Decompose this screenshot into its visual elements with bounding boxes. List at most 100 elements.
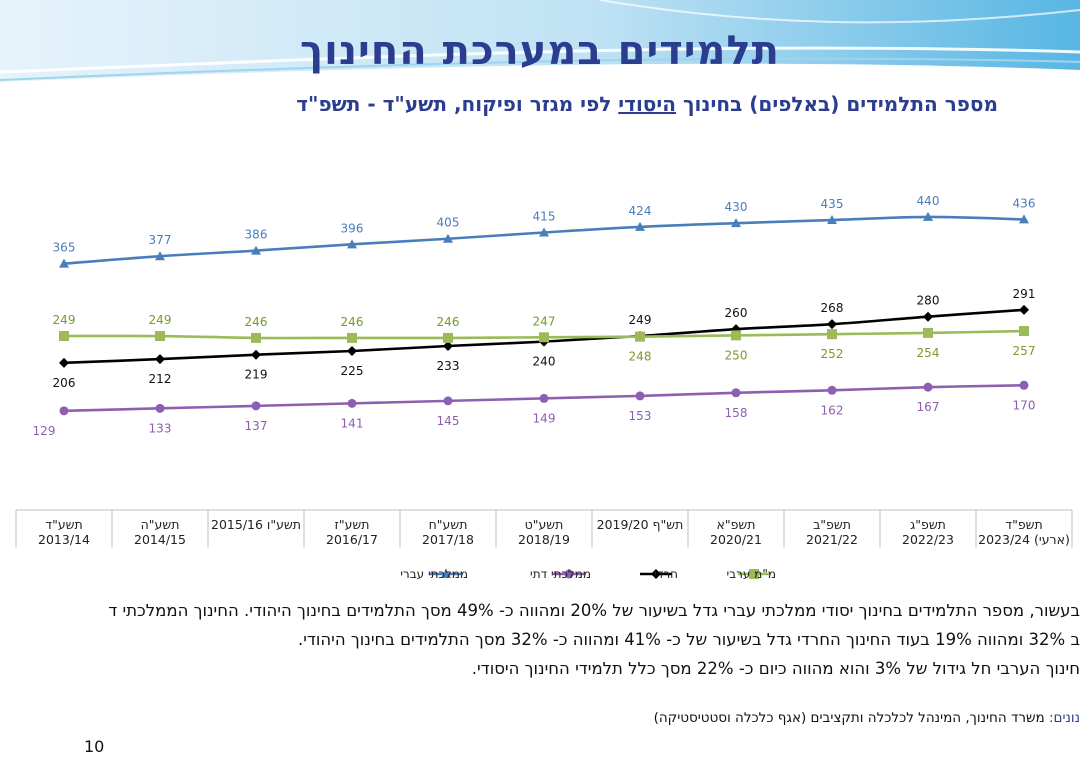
page-number: 10 [84,737,105,756]
notes-block: בעשור, מספר התלמידים בחינוך יסודי ממלכתי… [0,596,1080,683]
x-tick-label-2: תשע"ו 2015/16 [211,517,301,532]
series-0-point-8 [827,215,837,225]
series-2-value-label-7: 260 [725,306,748,320]
series-3-value-label-8: 252 [821,347,844,361]
series-1-point-6 [635,391,645,401]
legend-marker-3 [749,569,759,579]
series-3-point-4 [443,332,453,343]
series-1-value-label-4: 145 [437,414,460,428]
series-3-value-label-0: 249 [53,313,76,327]
series-3-point-0 [59,331,69,342]
legend-label-3: מ"מ ערבי [726,567,776,581]
source-text: משרד החינוך, המינהל לכלכלה ותקציבים (אגף… [653,710,1049,726]
series-1-value-label-6: 153 [629,409,652,423]
series-3-point-6 [635,331,645,342]
series-0-value-label-7: 430 [725,200,748,214]
series-1-point-8 [827,385,837,395]
x-tick-label-5-line-1: 2018/19 [518,532,570,547]
series-2-value-label-8: 268 [821,301,844,315]
series-2-point-9 [923,311,933,322]
series-1-point-0 [59,406,69,416]
legend-item-2: חרדי [640,567,678,581]
source-credit: נונים: משרד החינוך, המינהל לכלכלה ותקציב… [654,710,1080,726]
series-0-point-4 [443,233,453,243]
line-chart: 365 377 386 396 405 415 424 430 435 440 436 129 133 1… [15,194,1073,581]
page-title: תלמידים במערכת החינוך [300,28,780,74]
series-3-point-3 [347,332,357,343]
header-background [0,0,1080,130]
series-1-value-label-3: 141 [341,416,364,430]
series-2-point-2 [251,349,261,360]
legend-item-1: ממלכתי דתי [530,567,591,581]
subtitle-underlined: היסודי [618,92,677,116]
series-1-point-10 [1019,380,1029,390]
series-3-point-8 [827,329,837,340]
series-3-value-label-10: 257 [1013,344,1036,358]
series-1-point-4 [443,396,453,406]
series-2-value-label-0: 206 [53,376,76,390]
series-2-value-label-5: 240 [533,355,556,369]
series-3-value-label-9: 254 [917,346,940,360]
note-line-1: בעשור, מספר התלמידים בחינוך יסודי ממלכתי… [108,601,1080,620]
series-3-point-10 [1019,326,1029,337]
series-3-point-5 [539,332,549,343]
series-0-point-2 [251,245,261,255]
series-1-point-1 [155,403,165,413]
series-1-point-9 [923,382,933,392]
series-2-value-label-6: 249 [629,313,652,327]
subtitle-part-1: מספר התלמידים (באלפים) בחינוך [676,92,998,116]
series-2-value-label-2: 219 [245,368,268,382]
chart-legend: ממלכתי עברי ממלכתי דתי חרדי מ"מ ערבי [400,567,776,581]
series-3-value-label-2: 246 [245,315,268,329]
legend-marker-0 [441,569,451,578]
series-0-point-1 [155,251,165,261]
x-tick-label-5-line-0: תשע"ט [525,517,564,532]
x-tick-label-8-line-0: תשפ"ב [813,517,851,532]
series-0-value-label-6: 424 [629,204,652,218]
series-0-point-0 [59,258,69,268]
series-0-point-9 [923,211,933,221]
x-tick-label-4-line-0: תשע"ח [429,517,468,532]
plot-area: 365 377 386 396 405 415 424 430 435 440 436 129 133 1… [33,194,1036,438]
series-1-value-label-8: 162 [821,403,844,417]
series-1-point-2 [251,401,261,411]
series-2-point-1 [155,354,165,365]
series-3-value-label-6: 248 [629,350,652,364]
series-1-value-label-5: 149 [533,411,556,425]
series-1-value-label-2: 137 [245,419,268,433]
series-3-value-label-5: 247 [533,314,556,328]
series-2-value-label-10: 291 [1013,287,1036,301]
series-2-point-0 [59,357,69,368]
x-tick-label-10-line-1: 2023/24 (ארעי) [978,532,1070,547]
series-2-value-label-1: 212 [149,372,172,386]
series-line-0 [63,215,1025,265]
x-tick-label-1-line-1: 2014/15 [134,532,186,547]
series-0-value-label-4: 405 [437,216,460,230]
series-1-point-3 [347,398,357,408]
series-3-point-2 [251,332,261,343]
series-1-value-label-10: 170 [1013,398,1036,412]
series-0-value-label-2: 386 [245,228,268,242]
series-1-value-label-9: 167 [917,400,940,414]
series-0-value-label-5: 415 [533,210,556,224]
series-2-point-4 [443,341,453,352]
series-1-value-label-1: 133 [149,421,172,435]
legend-label-0: ממלכתי עברי [400,567,468,581]
chart-subtitle: מספר התלמידים (באלפים) בחינוך היסודי לפי… [296,92,998,116]
x-tick-label-3-line-1: 2016/17 [326,532,378,547]
series-0-value-label-1: 377 [149,233,172,247]
series-3-value-label-4: 246 [437,315,460,329]
series-0-value-label-8: 435 [821,197,844,211]
x-tick-label-0-line-0: תשע"ד [45,517,82,532]
legend-label-1: ממלכתי דתי [530,567,591,581]
series-2-value-label-9: 280 [917,294,940,308]
x-tick-label-4-line-1: 2017/18 [422,532,474,547]
x-tick-label-1-line-0: תשע"ה [141,517,180,532]
subtitle-part-2: לפי מגזר ופיקוח, תשע"ד - תשפ"ד [296,92,619,116]
series-1-value-label-0: 129 [33,424,56,438]
series-0-point-10 [1019,214,1029,224]
legend-marker-2 [651,569,661,579]
series-1-point-7 [731,388,741,398]
x-tick-label-0-line-1: 2013/14 [38,532,90,547]
legend-marker-1 [564,569,574,579]
